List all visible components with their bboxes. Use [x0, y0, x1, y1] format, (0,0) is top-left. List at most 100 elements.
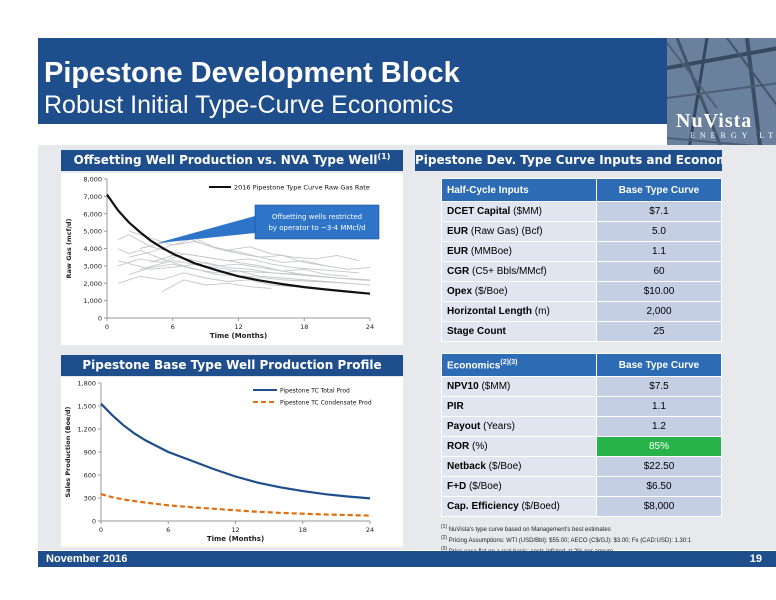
economics-label-unit: ($MM)	[478, 381, 511, 392]
inputs-row: EUR (MMBoe) 1.1	[441, 241, 722, 262]
inputs-row: DCET Capital ($MM) $7.1	[441, 201, 722, 222]
economics-label-bold: ROR	[447, 441, 470, 452]
inputs-row: Horizontal Length (m) 2,000	[441, 301, 722, 322]
y-tick-label: 1,500	[77, 403, 96, 411]
economics-header-label: Economics	[447, 360, 501, 372]
inputs-label-bold: EUR	[447, 246, 469, 257]
x-tick-label: 18	[299, 526, 307, 534]
y-tick-label: 3,000	[83, 262, 102, 270]
inputs-panel-title: Pipestone Dev. Type Curve Inputs and Eco…	[415, 150, 722, 171]
offset-well-line	[128, 230, 327, 267]
inputs-label-unit: (C5+ Bbls/MMcf)	[469, 266, 547, 277]
offset-well-line	[128, 263, 371, 286]
economics-label-unit: (Years)	[480, 421, 515, 432]
economics-header-sup: (2)(3)	[500, 358, 518, 366]
economics-value: $8,000	[596, 496, 722, 517]
inputs-label-unit: (Raw Gas) (Bcf)	[468, 226, 543, 237]
footnote: (1) NuVista's type curve based on Manage…	[441, 523, 771, 534]
offset-well-chart: 0 1,000 2,000 3,000 4,000 5,000 6,000 7,000 8,00…	[65, 176, 380, 340]
inputs-table-body: DCET Capital ($MM) $7.1 EUR (Raw Gas) (Bcf…	[441, 201, 722, 342]
economics-label-unit: ($/Boed)	[518, 501, 560, 512]
profile-chart-title: Pipestone Base Type Well Production Prof…	[61, 355, 403, 376]
y-axis-label: Raw Gas (mcf/d)	[65, 219, 73, 279]
inputs-label: DCET Capital ($MM)	[441, 201, 597, 222]
economics-row: PIR 1.1	[441, 396, 722, 417]
offset-chart-title: Offsetting Well Production vs. NVA Type …	[61, 150, 403, 171]
economics-label: NPV10 ($MM)	[441, 376, 597, 397]
x-tick-label: 24	[366, 526, 374, 534]
x-tick-label: 0	[99, 526, 103, 534]
inputs-label-unit: (m)	[532, 306, 550, 317]
y-tick-label: 300	[84, 495, 96, 503]
footnote-text: NuVista's type curve based on Management…	[447, 527, 611, 533]
y-tick-label: 1,800	[77, 380, 96, 388]
callout-text-line-1: Offsetting wells restricted	[272, 213, 362, 221]
y-tick-label: 900	[84, 449, 96, 457]
x-tick-label: 18	[300, 323, 308, 331]
economics-label-bold: Cap. Efficiency	[447, 501, 519, 512]
offset-well-line	[128, 237, 371, 270]
callout-text-line-2: by operator to ~3-4 MMcf/d	[268, 224, 365, 232]
y-tick-label: 0	[98, 315, 102, 323]
footnote-marker: (2)	[441, 535, 448, 541]
inputs-label: EUR (Raw Gas) (Bcf)	[441, 221, 597, 242]
page-subtitle: Robust Initial Type-Curve Economics	[44, 91, 454, 119]
logo-wordmark: NuVista ENERGY LTD	[676, 110, 776, 142]
offset-chart-title-sup: (1)	[377, 152, 391, 161]
inputs-label-bold: CGR	[447, 266, 470, 277]
footnote: (2) Pricing Assumptions: WTI (USD/Bbl): …	[441, 534, 771, 545]
y-tick-label: 600	[84, 472, 96, 480]
inputs-value: $10.00	[596, 281, 722, 302]
economics-row: F+D ($/Boe) $6.50	[441, 476, 722, 497]
x-tick-label: 6	[166, 526, 170, 534]
economics-label-bold: F+D	[447, 481, 467, 492]
condensate-prod-line	[100, 493, 371, 517]
economics-header-col2: Base Type Curve	[596, 353, 722, 377]
economics-label-unit: ($/Boe)	[466, 481, 502, 492]
x-tick-label: 12	[231, 526, 239, 534]
legend-label-total: Pipestone TC Total Prod	[280, 388, 350, 395]
y-tick-label: 0	[92, 518, 96, 526]
page-title: Pipestone Development Block	[44, 57, 460, 89]
inputs-table: Half-Cycle Inputs Base Type Curve DCET C…	[441, 178, 722, 342]
inputs-label-bold: Opex	[447, 286, 473, 297]
economics-value: $22.50	[596, 456, 722, 477]
inputs-label-bold: DCET Capital	[447, 206, 511, 217]
y-tick-label: 7,000	[83, 193, 102, 201]
x-tick-label: 0	[105, 323, 109, 331]
offset-chart-title-text: Offsetting Well Production vs. NVA Type …	[73, 153, 378, 167]
offset-well-line	[161, 279, 272, 293]
inputs-table-header: Half-Cycle Inputs Base Type Curve	[441, 178, 722, 202]
economics-label-bold: Payout	[447, 421, 481, 432]
footnote-marker: (3)	[441, 546, 448, 552]
inputs-row: CGR (C5+ Bbls/MMcf) 60	[441, 261, 722, 282]
type-curve-line	[106, 193, 371, 295]
economics-row: Netback ($/Boe) $22.50	[441, 456, 722, 477]
x-axis-label: Time (Months)	[207, 535, 264, 543]
legend-label-condensate: Pipestone TC Condensate Prod	[280, 400, 372, 407]
economics-label: Netback ($/Boe)	[441, 456, 597, 477]
y-tick-label: 2,000	[83, 280, 102, 288]
x-tick-label: 6	[171, 323, 175, 331]
offset-chart-area: 0 1,000 2,000 3,000 4,000 5,000 6,000 7,000 8,00…	[61, 173, 403, 345]
title-banner: Pipestone Development Block Robust Initi…	[38, 38, 776, 162]
economics-row: ROR (%) 85%	[441, 436, 722, 457]
legend-label-type-curve: 2016 Pipestone Type Curve Raw Gas Rate	[234, 184, 370, 192]
inputs-label: EUR (MMBoe)	[441, 241, 597, 262]
inputs-header-col2: Base Type Curve	[596, 178, 722, 202]
economics-table: Economics(2)(3) Base Type Curve NPV10 ($…	[441, 353, 722, 517]
economics-label-bold: Netback	[447, 461, 486, 472]
inputs-label: Horizontal Length (m)	[441, 301, 597, 322]
profile-chart-area: 0 300 600 900 1,200 1,500 1,800 0 6 12 18 24 Time (M…	[61, 377, 403, 547]
inputs-label: Stage Count	[441, 321, 597, 342]
offset-well-line	[139, 260, 371, 281]
total-prod-line	[100, 402, 371, 500]
inputs-value: 5.0	[596, 221, 722, 242]
x-tick-label: 24	[366, 323, 374, 331]
economics-value: $7.5	[596, 376, 722, 397]
economics-row: Payout (Years) 1.2	[441, 416, 722, 437]
economics-label: Payout (Years)	[441, 416, 597, 437]
economics-row: Cap. Efficiency ($/Boed) $8,000	[441, 496, 722, 517]
y-axis-label: Sales Production (Boe/d)	[64, 407, 72, 498]
offset-well-line	[117, 253, 360, 274]
